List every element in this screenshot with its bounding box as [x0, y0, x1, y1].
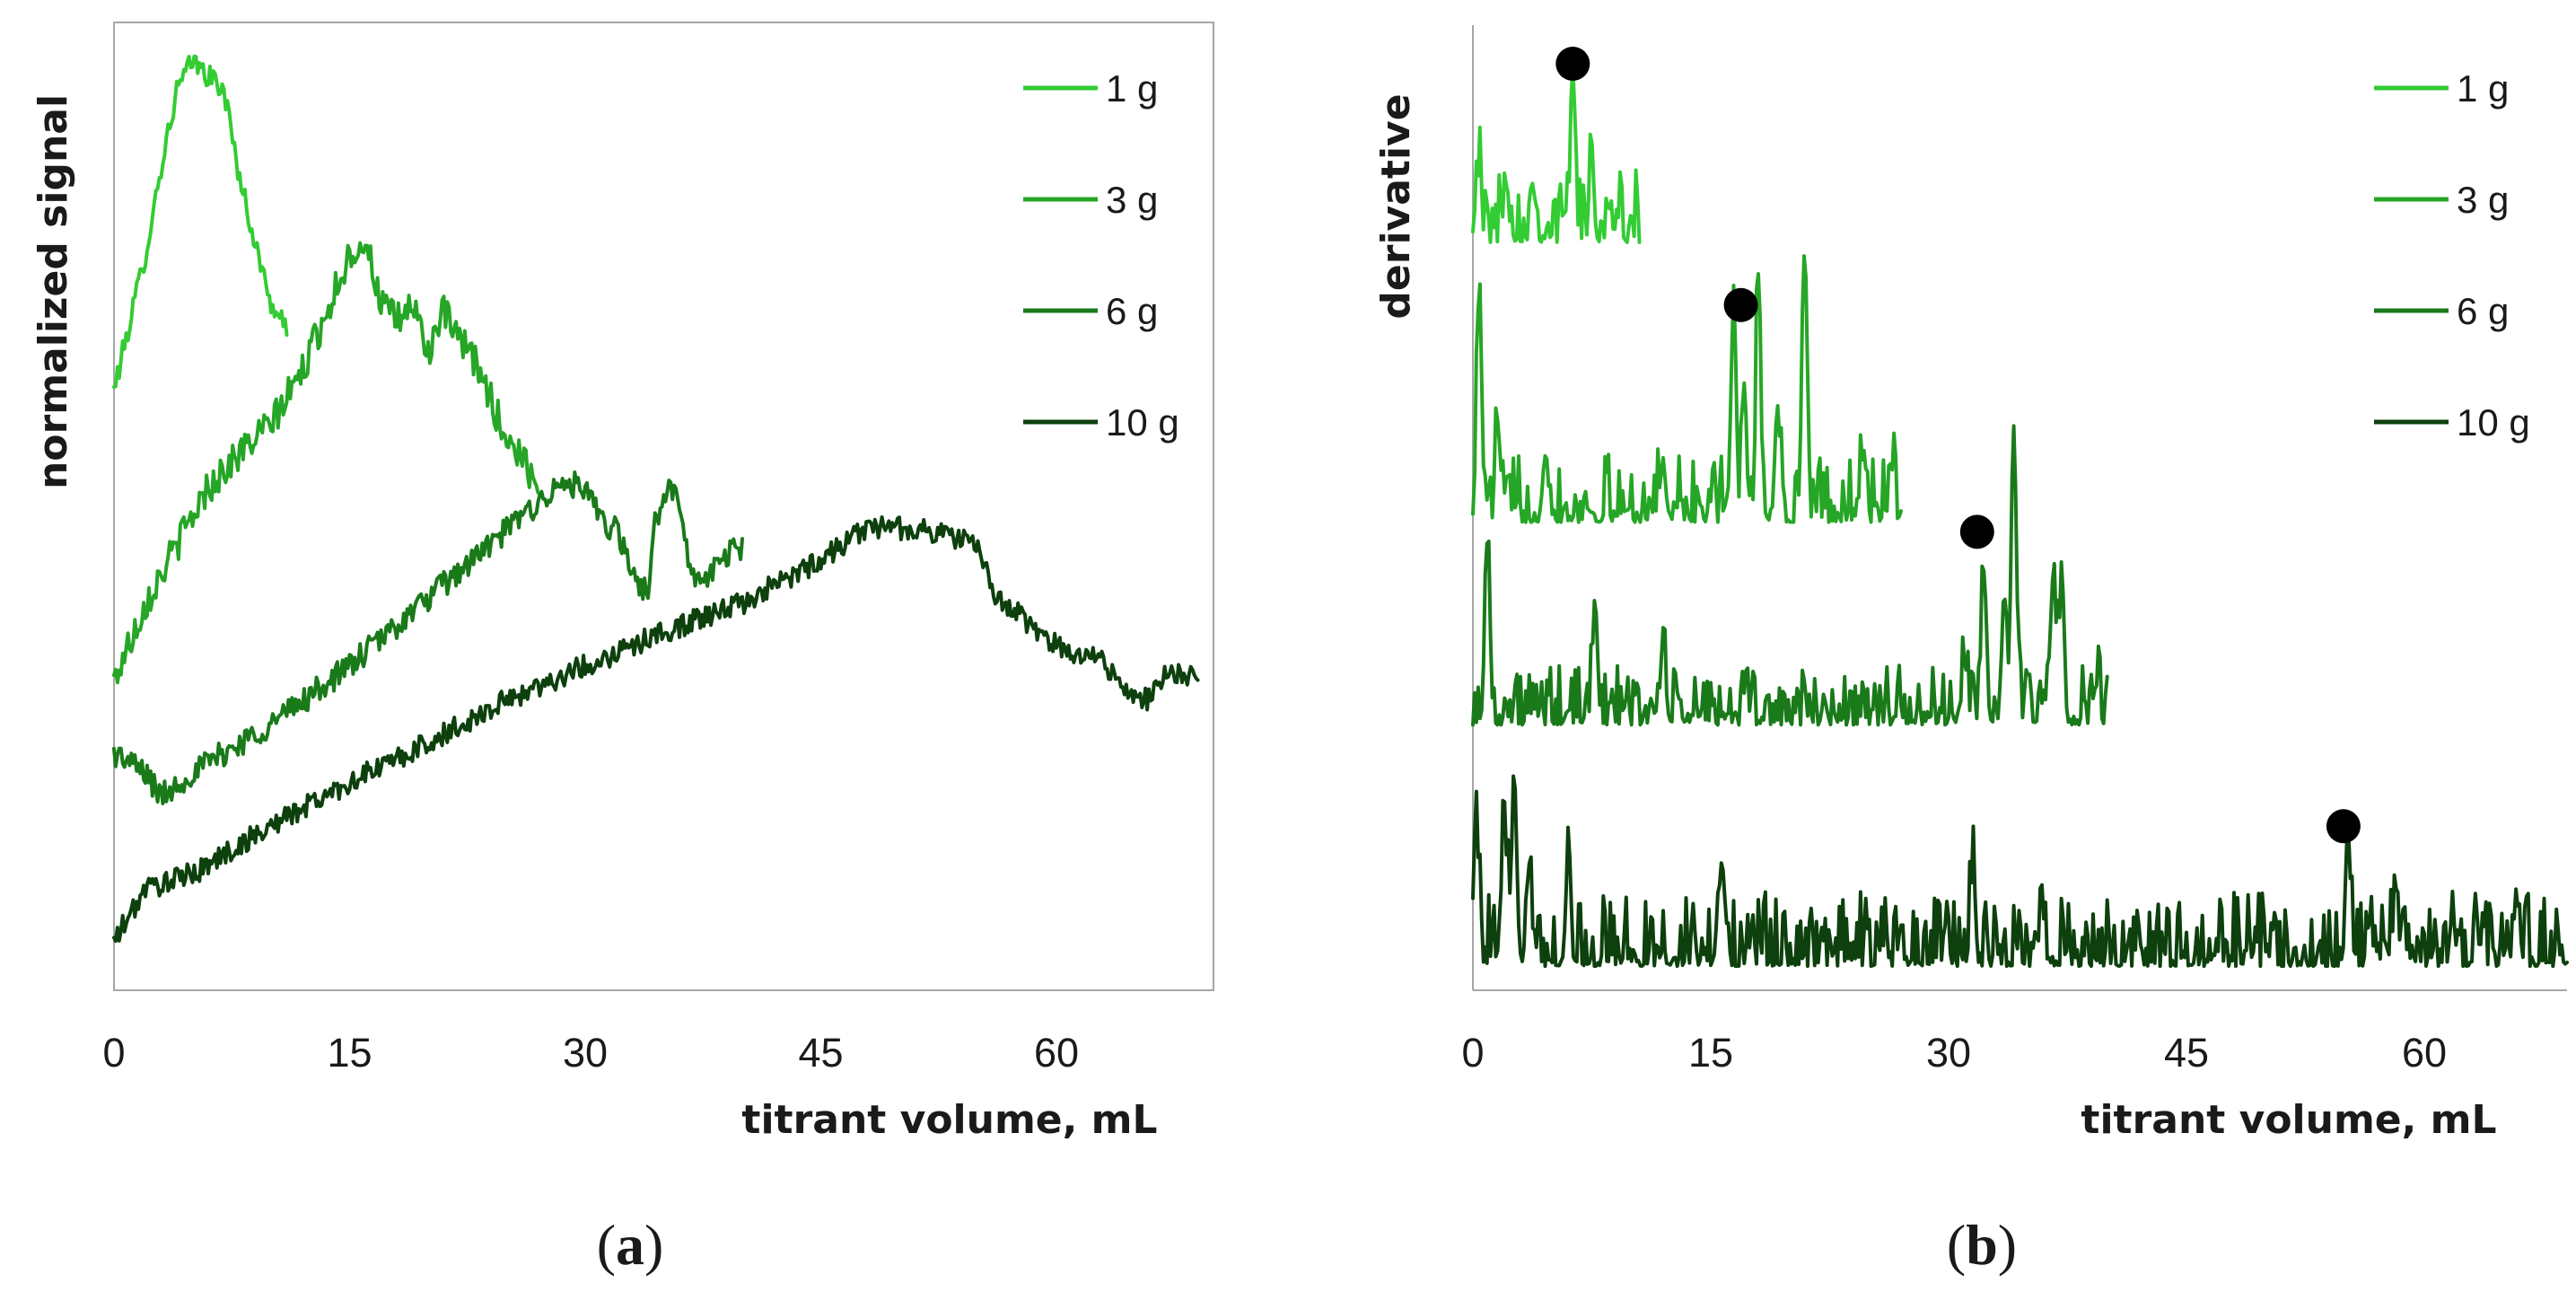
x-tick-label-b-30: 30 [1926, 1030, 1971, 1076]
legend-b: 1 g 3 g 6 g 10 g [2374, 67, 2530, 444]
end-point-marker-6-g [1959, 514, 1994, 549]
panel-b: 0 15 30 45 60 titrant volume, mL derivative … [1373, 25, 2569, 1277]
legend-a: 1 g 3 g 6 g 10 g [1023, 67, 1179, 444]
series-lines-b [1471, 64, 2569, 969]
panel-a: 0 15 30 45 60 titrant volume, mL normalized … [31, 22, 1214, 1277]
x-tick-label-a-30: 30 [563, 1030, 608, 1076]
plot-frame-a [113, 22, 1214, 991]
x-tick-label-a-60: 60 [1034, 1030, 1079, 1076]
series-line-a-10-g [112, 515, 1200, 944]
legend-label-a-1-g: 1 g [1106, 67, 1158, 110]
series-line-b-6-g [1471, 424, 2109, 727]
series-line-b-1-g [1471, 64, 1642, 244]
series-line-b-10-g [1471, 774, 2569, 969]
y-axis-title-b: derivative [1373, 93, 1419, 319]
x-axis-title-a: titrant volume, mL [741, 1097, 1157, 1143]
series-lines-a [112, 54, 1200, 944]
x-tick-label-a-15: 15 [327, 1030, 372, 1076]
panel-letter-b: b [1966, 1213, 1998, 1277]
legend-label-a-6-g: 6 g [1106, 290, 1158, 332]
legend-label-b-6-g: 6 g [2457, 290, 2509, 332]
legend-label-b-3-g: 3 g [2457, 179, 2509, 221]
end-point-marker-3-g [1723, 287, 1758, 322]
x-tick-label-b-0: 0 [1461, 1030, 1484, 1076]
x-tick-labels-a: 0 15 30 45 60 [102, 1030, 1079, 1076]
series-line-a-6-g [112, 470, 744, 805]
y-axis-title-a: normalized signal [31, 94, 76, 489]
x-tick-label-b-15: 15 [1688, 1030, 1733, 1076]
series-line-b-3-g [1471, 254, 1903, 524]
end-point-marker-1-g [1555, 47, 1590, 81]
x-axis-title-b: titrant volume, mL [2081, 1097, 2496, 1143]
legend-label-b-10-g: 10 g [2457, 401, 2530, 444]
x-tick-label-b-60: 60 [2402, 1030, 2447, 1076]
x-tick-labels-b: 0 15 30 45 60 [1461, 1030, 2447, 1076]
legend-label-a-3-g: 3 g [1106, 179, 1158, 221]
x-tick-label-b-45: 45 [2164, 1030, 2209, 1076]
legend-label-a-10-g: 10 g [1106, 401, 1179, 444]
end-point-markers-b [1555, 47, 2361, 844]
legend-label-b-1-g: 1 g [2457, 67, 2509, 110]
panel-label-b: (b) [1947, 1213, 2017, 1277]
series-line-a-3-g [112, 241, 540, 685]
panel-label-a: (a) [597, 1213, 664, 1277]
x-tick-label-a-0: 0 [102, 1030, 125, 1076]
x-tick-label-a-45: 45 [798, 1030, 843, 1076]
series-line-a-1-g [112, 54, 289, 390]
panel-letter-a: a [616, 1213, 644, 1277]
end-point-marker-10-g [2326, 809, 2361, 844]
